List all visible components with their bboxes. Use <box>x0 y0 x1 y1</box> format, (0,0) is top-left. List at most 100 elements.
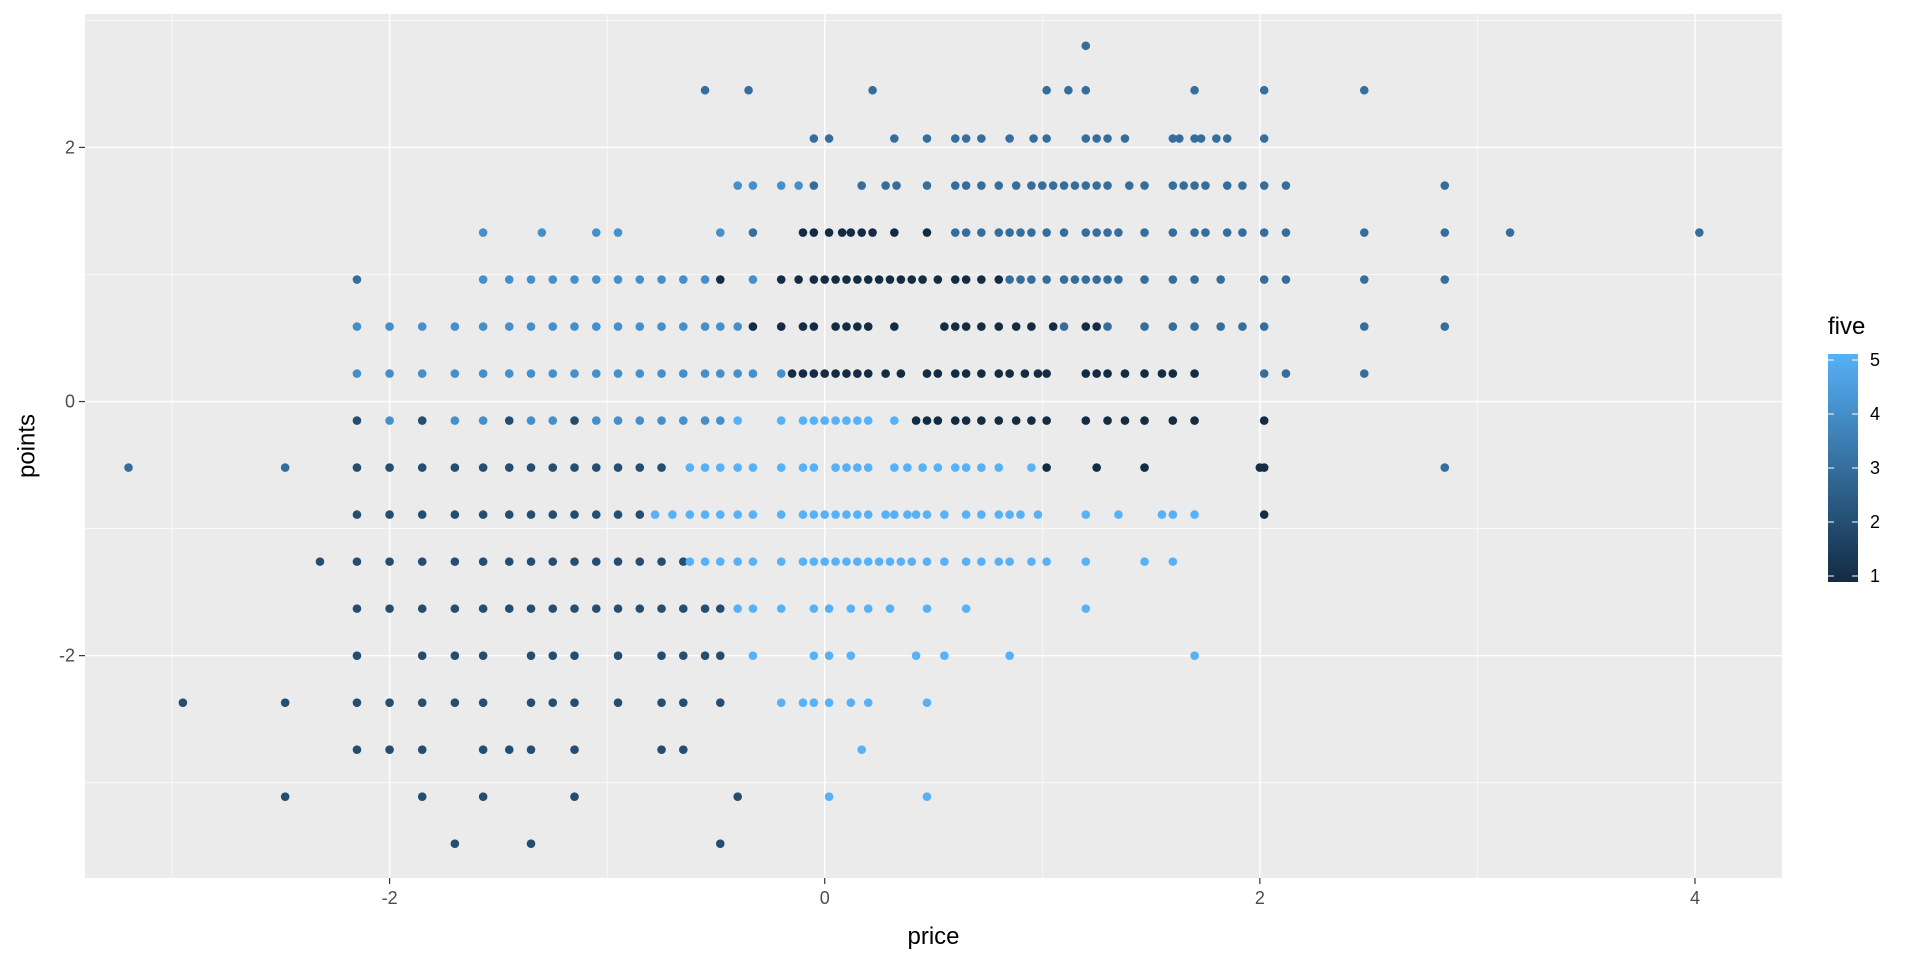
data-point <box>881 181 890 190</box>
data-point <box>733 604 742 613</box>
data-point <box>950 228 960 237</box>
data-point <box>315 557 325 566</box>
data-point <box>903 510 912 519</box>
data-point <box>1016 275 1025 284</box>
data-point <box>977 181 986 190</box>
data-point <box>842 510 851 519</box>
data-point <box>1140 369 1149 378</box>
y-axis-title: points <box>13 414 40 478</box>
data-point <box>1016 228 1025 237</box>
data-point <box>591 275 601 284</box>
data-point <box>794 181 803 190</box>
data-point <box>977 228 986 237</box>
data-point <box>733 322 742 331</box>
grid-lines <box>85 14 1782 878</box>
data-point <box>809 134 819 143</box>
data-point <box>570 745 579 754</box>
data-point <box>124 463 133 472</box>
data-point <box>548 510 558 519</box>
y-tick-label: 0 <box>65 392 75 412</box>
data-point <box>700 416 710 425</box>
data-point <box>613 228 623 237</box>
data-point <box>846 698 856 707</box>
data-point <box>1359 322 1369 331</box>
data-point <box>1190 322 1199 331</box>
data-point <box>700 604 710 613</box>
data-point <box>798 369 808 378</box>
data-point <box>1027 228 1036 237</box>
data-point <box>478 416 488 425</box>
data-point <box>352 745 362 754</box>
data-point <box>1259 134 1269 143</box>
data-point <box>1114 228 1123 237</box>
x-tick-label: -2 <box>382 888 398 908</box>
data-point <box>1157 369 1167 378</box>
data-point <box>809 322 819 331</box>
data-point <box>846 604 856 613</box>
data-point <box>635 416 645 425</box>
data-point <box>820 416 830 425</box>
data-point <box>1238 228 1247 237</box>
data-point <box>385 510 394 519</box>
data-point <box>570 463 579 472</box>
data-point <box>650 510 660 519</box>
data-point <box>922 228 932 237</box>
data-point <box>994 228 1004 237</box>
data-point <box>961 181 971 190</box>
data-point <box>733 463 742 472</box>
data-point <box>1005 228 1014 237</box>
data-point <box>685 510 695 519</box>
data-point <box>679 745 688 754</box>
data-point <box>787 369 797 378</box>
data-point <box>831 369 840 378</box>
data-point <box>700 557 710 566</box>
data-point <box>1005 510 1014 519</box>
data-point <box>1081 228 1091 237</box>
data-point <box>548 369 558 378</box>
data-point <box>853 416 862 425</box>
data-point <box>1027 275 1036 284</box>
data-point <box>1037 181 1047 190</box>
data-point <box>1359 275 1369 284</box>
data-point <box>417 369 427 378</box>
data-point <box>570 698 579 707</box>
data-point <box>776 604 786 613</box>
data-point <box>994 181 1004 190</box>
data-point <box>1042 134 1051 143</box>
data-point <box>1005 275 1014 284</box>
data-point <box>809 416 819 425</box>
data-point <box>794 275 803 284</box>
data-point <box>977 322 986 331</box>
data-point <box>776 322 786 331</box>
legend-label: 1 <box>1870 566 1880 586</box>
data-point <box>1238 181 1247 190</box>
data-point <box>385 416 394 425</box>
data-point <box>1505 228 1515 237</box>
data-point <box>1027 463 1036 472</box>
data-point <box>417 510 427 519</box>
data-point <box>1059 275 1069 284</box>
data-point <box>994 557 1004 566</box>
data-point <box>526 839 536 848</box>
data-point <box>548 651 558 660</box>
data-point <box>798 463 808 472</box>
data-point <box>635 510 645 519</box>
data-point <box>798 228 808 237</box>
data-point <box>385 698 394 707</box>
data-point <box>809 463 819 472</box>
data-point <box>1103 181 1112 190</box>
x-tick-label: 4 <box>1690 888 1700 908</box>
data-point <box>842 322 851 331</box>
data-point <box>824 651 834 660</box>
data-point <box>450 604 460 613</box>
data-point <box>613 651 623 660</box>
data-point <box>570 416 579 425</box>
data-point <box>950 416 960 425</box>
data-point <box>657 463 666 472</box>
data-point <box>1081 181 1091 190</box>
data-point <box>846 651 856 660</box>
data-point <box>868 228 877 237</box>
y-tick-label: 2 <box>65 137 75 157</box>
data-point <box>1695 228 1704 237</box>
data-point <box>591 228 601 237</box>
